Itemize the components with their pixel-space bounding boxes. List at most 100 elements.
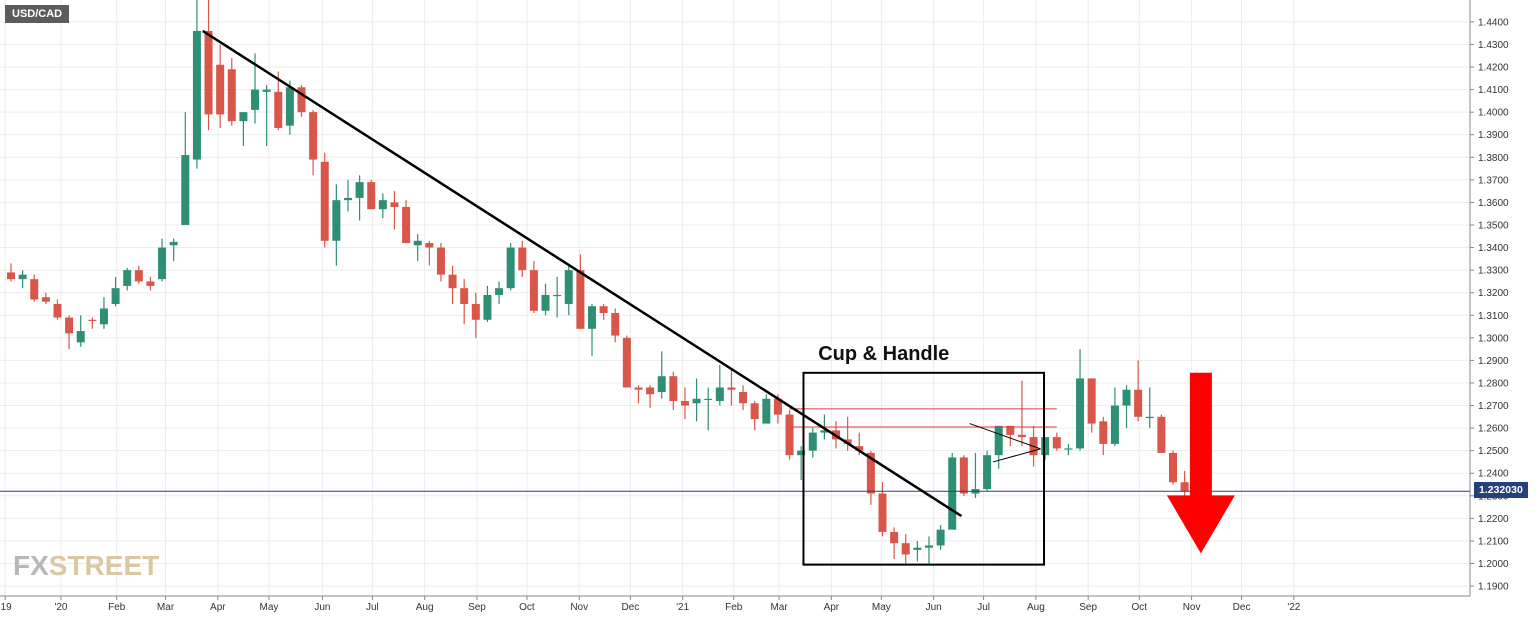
candle — [1064, 443, 1073, 456]
candle-body — [1064, 448, 1073, 450]
candle — [1087, 378, 1096, 433]
x-tick-label: Aug — [416, 602, 434, 613]
candle — [390, 191, 399, 230]
candle — [1157, 414, 1166, 453]
candle-body — [390, 202, 399, 207]
candle — [518, 240, 527, 277]
candle-body — [692, 398, 701, 404]
candle-body — [599, 306, 608, 314]
candle-body — [18, 274, 27, 280]
current-price-badge: 1.232030 — [1474, 482, 1528, 498]
candle — [611, 308, 620, 343]
y-tick-label: 1.2100 — [1478, 536, 1509, 547]
candle — [553, 276, 562, 318]
x-tick-label: Mar — [770, 602, 788, 613]
candle-body — [367, 182, 376, 210]
y-tick-label: 1.3600 — [1478, 198, 1509, 209]
candle-body — [890, 531, 899, 544]
candle-body — [216, 64, 225, 115]
candle-body — [704, 398, 713, 400]
y-tick-label: 1.3300 — [1478, 266, 1509, 277]
candle-body — [1169, 452, 1177, 483]
candle-body — [251, 89, 260, 110]
candle — [30, 274, 39, 302]
candle — [1041, 437, 1050, 460]
candle-body — [123, 270, 132, 286]
candle-body — [30, 279, 39, 300]
candle — [866, 450, 875, 505]
candle — [181, 112, 190, 225]
handle-lower-line — [992, 448, 1041, 463]
candle-body — [181, 155, 190, 225]
candle-body — [1157, 416, 1166, 453]
candle — [285, 80, 294, 135]
x-tick-label: Aug — [1027, 602, 1045, 613]
candle — [994, 425, 1003, 469]
candle-body — [913, 547, 922, 550]
x-tick-label: May — [872, 602, 891, 613]
candle — [436, 243, 445, 282]
candle — [750, 401, 759, 431]
candle-body — [495, 288, 504, 295]
candle-body — [285, 87, 294, 126]
candle — [158, 238, 167, 282]
candle — [692, 378, 701, 422]
fxstreet-watermark-logo: FXSTREET — [13, 550, 159, 582]
cup-handle-label: Cup & Handle — [818, 343, 949, 365]
y-tick-label: 1.3000 — [1478, 333, 1509, 344]
y-tick-label: 1.3200 — [1478, 288, 1509, 299]
candle-body — [901, 543, 910, 555]
candle-body — [53, 303, 62, 318]
candle — [378, 193, 387, 219]
candle-body — [7, 272, 15, 280]
candle-body — [715, 387, 724, 402]
x-tick-label: Mar — [157, 602, 175, 613]
candle — [53, 299, 62, 320]
candle-body — [448, 274, 457, 289]
candle-body — [436, 247, 445, 275]
candle-body — [866, 452, 875, 494]
watermark-fx: FX — [13, 550, 49, 581]
candle-body — [158, 247, 167, 280]
candle — [959, 455, 968, 496]
candle — [134, 265, 143, 284]
candle-body — [983, 455, 992, 490]
candle — [332, 184, 341, 266]
candle-body — [320, 161, 329, 241]
x-tick-label: Sep — [468, 602, 486, 613]
candle — [471, 292, 480, 338]
candle — [425, 240, 434, 266]
x-tick-label: Dec — [621, 602, 639, 613]
y-tick-label: 1.2800 — [1478, 378, 1509, 389]
candle — [239, 112, 248, 147]
candle-body — [204, 30, 213, 115]
candle-body — [820, 430, 829, 433]
candle — [1076, 349, 1085, 451]
candle-body — [541, 294, 550, 311]
x-tick-label: Apr — [824, 602, 840, 613]
x-tick-label: '22 — [1287, 602, 1300, 613]
x-tick-label: Jul — [977, 602, 990, 613]
candle — [680, 387, 689, 420]
candle — [588, 303, 596, 356]
downtrend-line — [202, 29, 963, 518]
candle-body — [332, 200, 341, 241]
candle-body — [471, 303, 480, 320]
candle — [1169, 450, 1177, 485]
candle-body — [41, 297, 50, 302]
candle — [1122, 385, 1131, 429]
candle-body — [855, 446, 864, 451]
watermark-street: STREET — [48, 550, 160, 581]
candle — [76, 315, 85, 347]
candle-body — [634, 387, 643, 390]
y-tick-label: 1.2400 — [1478, 469, 1509, 480]
candle-body — [843, 439, 852, 444]
x-axis: '19 '20 Feb Mar Apr May Jun Jul Aug Sep Oct Nov Dec '… — [0, 595, 1470, 613]
candle — [739, 385, 748, 411]
x-tick-label: Sep — [1079, 602, 1097, 613]
candle — [936, 525, 945, 550]
y-tick-label: 1.3800 — [1478, 153, 1509, 164]
x-tick-label: Jun — [314, 602, 330, 613]
candle — [297, 85, 306, 117]
